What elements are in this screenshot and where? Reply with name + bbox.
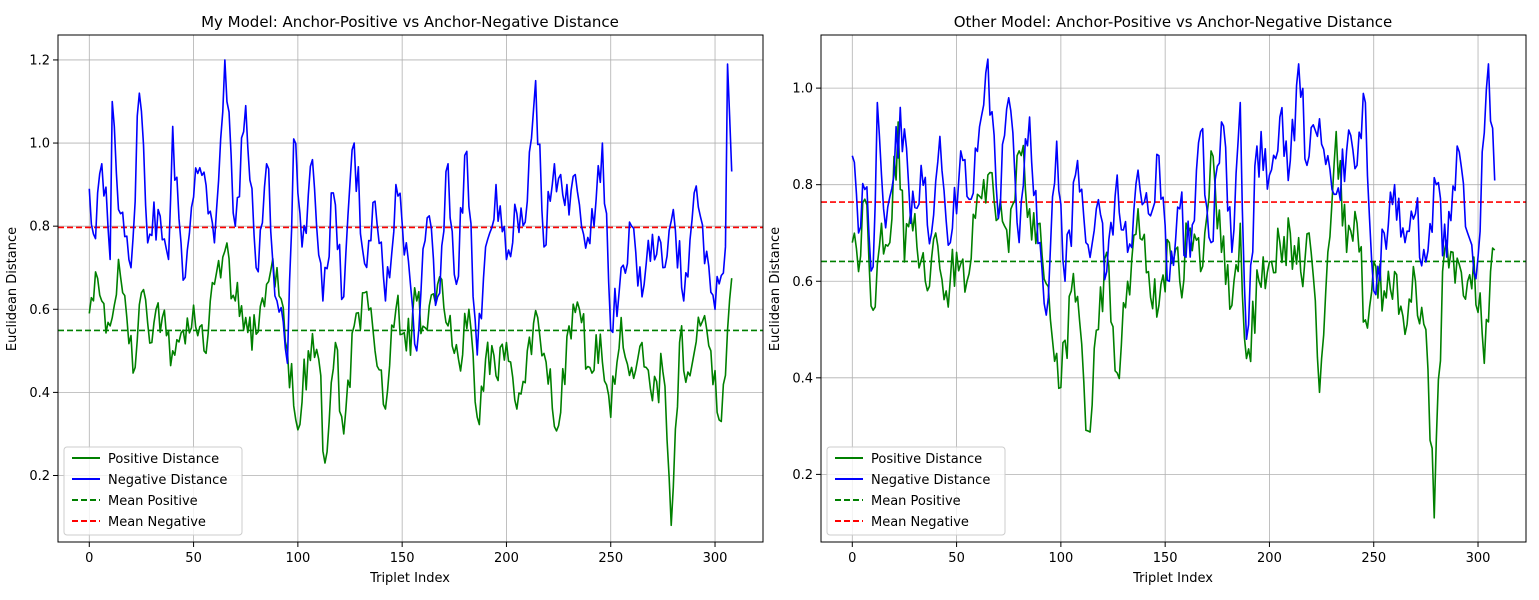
legend-label-negative: Negative Distance [871, 473, 990, 488]
legend-label-mean-negative: Mean Negative [108, 515, 206, 530]
y-tick-label: 0.4 [29, 386, 50, 401]
x-ticks: 0 50 100 150 200 250 300 [85, 542, 727, 566]
chart-other-model: Other Model: Anchor-Positive vs Anchor-N… [768, 13, 1527, 586]
x-tick-label: 100 [1048, 551, 1073, 566]
x-tick-label: 250 [598, 551, 623, 566]
chart-title: Other Model: Anchor-Positive vs Anchor-N… [954, 13, 1393, 31]
y-tick-label: 0.8 [29, 220, 50, 235]
legend-frame [63, 446, 243, 536]
x-tick-label: 200 [494, 551, 519, 566]
legend-label-mean-positive: Mean Positive [871, 494, 961, 509]
series-lines [88, 59, 733, 527]
legend-frame [826, 446, 1006, 536]
x-tick-label: 50 [948, 551, 965, 566]
mean-lines [58, 226, 763, 332]
legend-label-mean-positive: Mean Positive [108, 494, 198, 509]
x-tick-label: 100 [285, 551, 310, 566]
chart-title: My Model: Anchor-Positive vs Anchor-Nega… [201, 13, 619, 31]
x-tick-label: 300 [703, 551, 728, 566]
x-tick-label: 250 [1361, 551, 1386, 566]
y-axis-label: Euclidean Distance [768, 227, 783, 351]
y-tick-label: 0.6 [29, 303, 50, 318]
series-line-positive-distance [88, 242, 733, 527]
plot-area-frame [820, 34, 1527, 543]
x-tick-label: 300 [1466, 551, 1491, 566]
y-tick-label: 1.0 [792, 82, 813, 97]
y-tick-label: 0.2 [29, 469, 50, 484]
x-tick-label: 150 [390, 551, 415, 566]
series-line-negative-distance [851, 58, 1496, 340]
x-tick-label: 0 [848, 551, 856, 566]
y-tick-label: 0.6 [792, 275, 813, 290]
y-tick-label: 1.0 [29, 137, 50, 152]
legend-label-negative: Negative Distance [108, 473, 227, 488]
legend: Positive Distance Negative Distance Mean… [63, 446, 243, 536]
y-tick-label: 0.2 [792, 468, 813, 483]
legend: Positive Distance Negative Distance Mean… [826, 446, 1006, 536]
y-tick-label: 1.2 [29, 53, 50, 68]
legend-label-positive: Positive Distance [108, 452, 219, 467]
y-ticks: 0.2 0.4 0.6 0.8 1.0 1.2 [29, 53, 58, 484]
y-axis-label: Euclidean Distance [5, 227, 20, 351]
grid [58, 35, 763, 542]
x-tick-label: 150 [1153, 551, 1178, 566]
legend-label-mean-negative: Mean Negative [871, 515, 969, 530]
x-tick-label: 0 [85, 551, 93, 566]
y-tick-label: 0.8 [792, 178, 813, 193]
chart-my-model: My Model: Anchor-Positive vs Anchor-Nega… [5, 13, 764, 586]
x-axis-label: Triplet Index [369, 571, 450, 586]
series-lines [851, 58, 1496, 519]
x-tick-label: 50 [185, 551, 202, 566]
x-ticks: 0 50 100 150 200 250 300 [848, 542, 1490, 566]
x-axis-label: Triplet Index [1132, 571, 1213, 586]
series-line-negative-distance [88, 59, 733, 365]
legend-label-positive: Positive Distance [871, 452, 982, 467]
x-tick-label: 200 [1257, 551, 1282, 566]
y-ticks: 0.2 0.4 0.6 0.8 1.0 [792, 82, 821, 483]
y-tick-label: 0.4 [792, 371, 813, 386]
plot-area-frame [57, 34, 764, 543]
